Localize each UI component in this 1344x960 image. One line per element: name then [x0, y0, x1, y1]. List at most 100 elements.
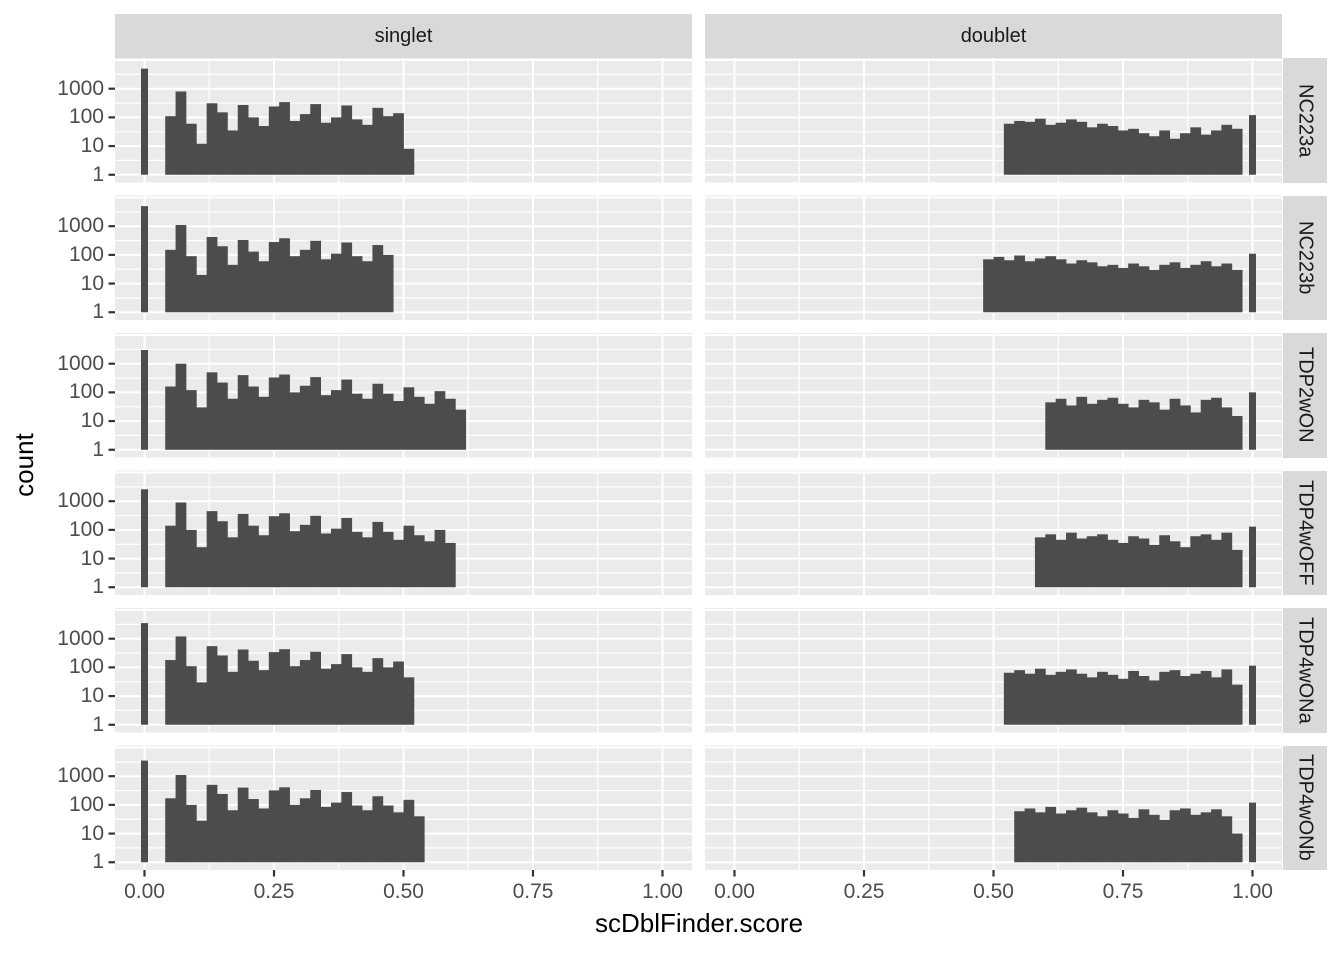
histogram-bar [1200, 261, 1212, 313]
histogram-bar [320, 806, 332, 863]
histogram-bar [1138, 809, 1150, 863]
histogram-bar [217, 521, 228, 588]
histogram-bar [403, 387, 415, 450]
histogram-bar [289, 804, 301, 863]
histogram-bar [1231, 128, 1243, 175]
histogram-bar [393, 401, 404, 450]
histogram-bar [1200, 399, 1212, 450]
histogram-bar [165, 116, 176, 175]
histogram-bar [299, 114, 311, 175]
histogram-bar [1086, 127, 1098, 175]
y-tick-label: 10 [80, 546, 104, 570]
x-tick-label: 1.00 [1232, 880, 1273, 903]
histogram-bar [1086, 812, 1098, 863]
histogram-bar [1148, 402, 1160, 450]
histogram-bar [1159, 264, 1171, 313]
histogram-bar [248, 525, 259, 588]
histogram-bar [444, 542, 456, 588]
histogram-bar [1107, 264, 1119, 313]
histogram-bar [217, 655, 228, 725]
zero-score-spike-bar [141, 350, 148, 450]
histogram-bar [1221, 669, 1233, 725]
histogram-bar [258, 535, 270, 588]
histogram-bar [217, 382, 228, 450]
histogram-bar [444, 398, 456, 450]
one-score-spike-bar [1249, 253, 1256, 313]
histogram-bar [413, 396, 425, 450]
histogram-bar [258, 670, 270, 725]
histogram-bar [248, 251, 259, 313]
histogram-bar [237, 375, 249, 450]
histogram-bar [351, 256, 363, 313]
histogram-bar [403, 525, 415, 588]
y-tick-label: 1 [92, 300, 104, 324]
histogram-bar [362, 398, 373, 450]
histogram-bar [1076, 121, 1088, 175]
histogram-bar [424, 403, 435, 450]
histogram-bar [268, 516, 280, 588]
histogram-bar [1066, 263, 1077, 313]
histogram-bar [165, 660, 176, 725]
histogram-bar [289, 531, 301, 588]
histogram-bar [1097, 123, 1108, 175]
histogram-bar [320, 533, 332, 588]
x-tick-label: 0.75 [1102, 880, 1144, 903]
histogram-bar [372, 107, 384, 175]
histogram-bar [1190, 814, 1202, 863]
histogram-bar [393, 539, 404, 588]
histogram-bar [185, 529, 197, 588]
histogram-bar [1221, 532, 1233, 588]
histogram-bar [1117, 403, 1129, 450]
histogram-bar [362, 124, 373, 175]
histogram-bar [279, 513, 290, 588]
histogram-bar [1097, 816, 1108, 863]
y-tick-label: 1000 [57, 764, 104, 788]
histogram-bar [165, 249, 176, 313]
histogram-bar [330, 253, 342, 313]
histogram-bar [310, 790, 322, 863]
zero-score-spike-bar [141, 623, 148, 725]
histogram-bar [237, 240, 249, 313]
x-tick-label: 0.25 [253, 880, 295, 903]
histogram-bar [351, 667, 363, 725]
histogram-bar [1138, 676, 1150, 725]
histogram-bar [1066, 405, 1077, 450]
histogram-bar [1045, 674, 1057, 725]
histogram-bar [1159, 409, 1171, 450]
histogram-bar [165, 798, 176, 863]
histogram-bar [206, 103, 218, 175]
zero-score-spike-bar [141, 489, 148, 588]
histogram-bar [1169, 138, 1181, 175]
histogram-bar [206, 237, 218, 313]
histogram-bar [1014, 670, 1025, 725]
facet-strip-TDP4wONa: TDP4wONa [1283, 608, 1327, 733]
histogram-bar [217, 246, 228, 313]
y-tick-label: 100 [68, 105, 104, 129]
histogram-bar [289, 666, 301, 725]
x-tick-label: 0.50 [973, 880, 1014, 903]
y-tick-label: 100 [68, 517, 104, 541]
histogram-bar [1138, 538, 1150, 588]
histogram-bar [1066, 810, 1077, 863]
histogram-bar [1159, 535, 1171, 588]
histogram-bar [1117, 130, 1129, 175]
one-score-spike-bar [1249, 802, 1256, 863]
histogram-bar [1231, 684, 1243, 725]
histogram-bar [217, 112, 228, 175]
histogram-bar [217, 793, 228, 863]
histogram-bar [206, 372, 218, 450]
histogram-bar [393, 113, 404, 175]
histogram-bar [227, 810, 239, 863]
y-tick-label: 1000 [57, 76, 104, 100]
y-tick-label: 1 [92, 575, 104, 599]
y-tick-label: 1000 [57, 489, 104, 513]
one-score-spike-bar [1249, 665, 1256, 725]
histogram-bar [1190, 412, 1202, 450]
histogram-bar [1066, 532, 1077, 588]
histogram-bar [1169, 398, 1181, 450]
histogram-bar [372, 658, 384, 725]
histogram-bar [268, 790, 280, 863]
histogram-bar [1231, 269, 1243, 313]
histogram-bar [372, 383, 384, 450]
